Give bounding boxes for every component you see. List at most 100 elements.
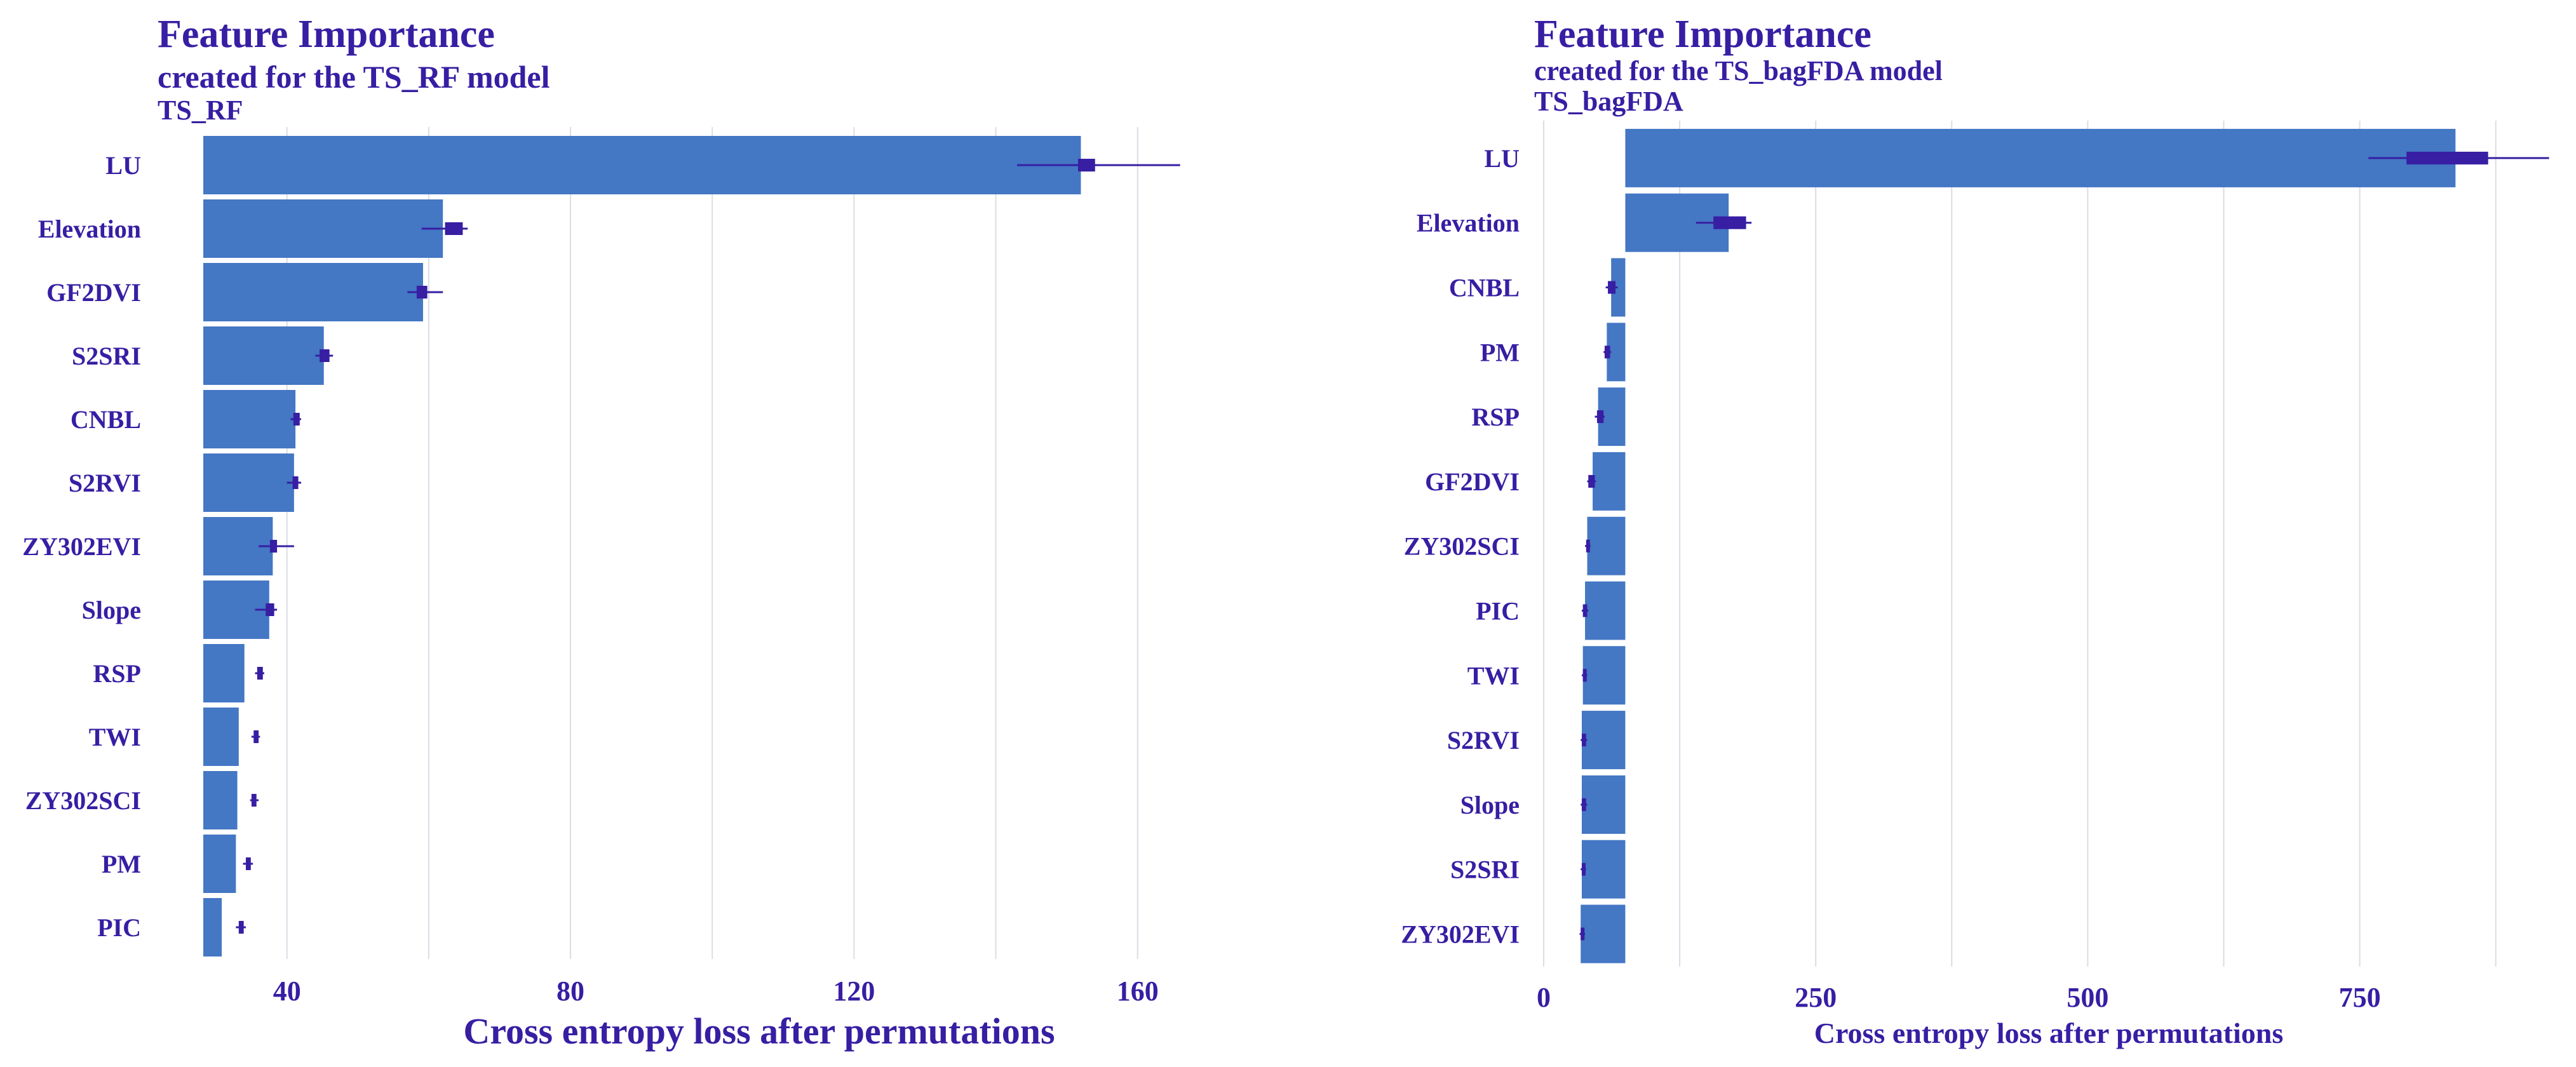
- box-lu: [1077, 159, 1095, 171]
- feature-label: Slope: [82, 596, 141, 624]
- feature-label: S2RVI: [69, 469, 141, 497]
- right-x-axis-title: Cross entropy loss after permutations: [1814, 1017, 2284, 1049]
- box-s2sri: [320, 349, 330, 362]
- x-tick-label: 80: [556, 976, 584, 1007]
- feature-label: Slope: [1460, 791, 1520, 819]
- bar-pic: [1585, 581, 1626, 640]
- box-gf2dvi: [416, 286, 428, 299]
- right-title: Feature Importance: [1534, 13, 1871, 56]
- left-title: Feature Importance: [158, 13, 495, 56]
- feature-label: Elevation: [1417, 209, 1520, 238]
- bar-cnbl: [203, 390, 296, 448]
- box-s2sri: [1581, 862, 1586, 876]
- box-gf2dvi: [1588, 474, 1595, 488]
- right-feature-labels: LU Elevation CNBL PM RSP GF2DVI ZY302SCI PIC TWI…: [1401, 144, 1520, 949]
- bar-zy302evi: [1581, 904, 1626, 963]
- feature-label: CNBL: [71, 405, 141, 434]
- bar-zy302sci: [1587, 516, 1626, 575]
- bar-gf2dvi: [203, 263, 423, 321]
- bar-lu: [203, 136, 1081, 194]
- box-zy302sci: [1586, 539, 1590, 553]
- bar-slope: [1581, 775, 1626, 834]
- box-zy302evi: [1581, 927, 1585, 941]
- bar-s2sri: [1581, 840, 1626, 899]
- feature-label: ZY302SCI: [1404, 532, 1520, 561]
- left-subtitle: created for the TS_RF model: [158, 59, 550, 95]
- right-gridlines: [1543, 121, 2497, 967]
- bar-s2sri: [203, 326, 324, 385]
- bar-gf2dvi: [1593, 452, 1626, 511]
- feature-label: LU: [1484, 144, 1520, 173]
- box-twi: [1582, 669, 1587, 682]
- left-x-tick-labels: 40 80 120 160: [273, 976, 1159, 1007]
- bar-twi: [203, 708, 239, 766]
- box-s2rvi: [1581, 734, 1586, 747]
- feature-label: PM: [102, 850, 141, 878]
- feature-label: GF2DVI: [1425, 467, 1520, 496]
- left-whisker-boxes: [236, 159, 1180, 934]
- right-whisker-boxes: [1579, 151, 2549, 941]
- left-feature-labels: LU Elevation GF2DVI S2SRI CNBL S2RVI ZY302EVI S…: [22, 151, 141, 942]
- bar-lu: [1625, 128, 2456, 187]
- x-tick-label: 500: [2067, 982, 2108, 1013]
- box-elevation: [1713, 216, 1746, 229]
- box-pic: [1582, 604, 1588, 617]
- box-pic: [238, 921, 244, 934]
- bar-elevation: [203, 199, 443, 258]
- box-twi: [253, 730, 259, 743]
- x-tick-label: 120: [833, 976, 875, 1007]
- x-tick-label: 750: [2339, 982, 2381, 1013]
- left-panel-label: TS_RF: [158, 95, 243, 126]
- feature-label: ZY302SCI: [25, 786, 141, 815]
- feature-label: ZY302EVI: [22, 532, 141, 561]
- box-s2rvi: [292, 476, 299, 489]
- feature-label: RSP: [93, 659, 141, 688]
- right-panel: Feature Importance created for the TS_ba…: [1401, 13, 2549, 1049]
- feature-label: LU: [105, 151, 141, 180]
- x-tick-label: 160: [1117, 976, 1159, 1007]
- right-subtitle: created for the TS_bagFDA model: [1534, 55, 1943, 86]
- box-cnbl: [1608, 281, 1616, 294]
- x-tick-label: 250: [1795, 982, 1837, 1013]
- box-rsp: [1596, 410, 1604, 424]
- box-pm: [1604, 346, 1610, 359]
- left-panel: Feature Importance created for the TS_RF…: [22, 13, 1180, 1052]
- left-bars: [203, 136, 1081, 956]
- feature-label: S2RVI: [1447, 726, 1520, 755]
- bar-s2rvi: [203, 453, 294, 512]
- feature-label: ZY302EVI: [1401, 920, 1520, 949]
- box-elevation: [445, 222, 463, 235]
- bar-cnbl: [1611, 258, 1626, 317]
- box-slope: [266, 603, 274, 616]
- feature-label: Elevation: [38, 215, 141, 243]
- bar-zy302sci: [203, 771, 238, 829]
- feature-label: PIC: [97, 913, 141, 942]
- feature-label: GF2DVI: [46, 278, 141, 307]
- left-x-axis-title: Cross entropy loss after permutations: [463, 1010, 1055, 1052]
- bar-s2rvi: [1581, 711, 1626, 770]
- bar-rsp: [203, 644, 245, 702]
- box-pm: [245, 857, 251, 870]
- feature-label: S2SRI: [72, 342, 141, 370]
- feature-label: RSP: [1471, 403, 1520, 431]
- box-cnbl: [293, 413, 300, 426]
- feature-label: PIC: [1476, 597, 1520, 626]
- feature-label: TWI: [1467, 661, 1520, 690]
- box-lu: [2406, 151, 2488, 164]
- bar-pic: [203, 898, 222, 956]
- bar-pm: [203, 835, 236, 893]
- feature-label: S2SRI: [1450, 856, 1520, 884]
- bar-twi: [1582, 646, 1626, 705]
- box-rsp: [257, 667, 263, 680]
- feature-label: TWI: [89, 723, 141, 751]
- right-bars: [1581, 128, 2456, 963]
- right-x-tick-labels: 0 250 500 750: [1537, 982, 2381, 1013]
- x-tick-label: 0: [1537, 982, 1551, 1013]
- right-panel-label: TS_bagFDA: [1534, 86, 1683, 117]
- left-gridlines: [286, 127, 1138, 959]
- box-zy302evi: [269, 540, 278, 553]
- feature-label: CNBL: [1449, 274, 1520, 302]
- box-slope: [1581, 798, 1586, 811]
- x-tick-label: 40: [273, 976, 301, 1007]
